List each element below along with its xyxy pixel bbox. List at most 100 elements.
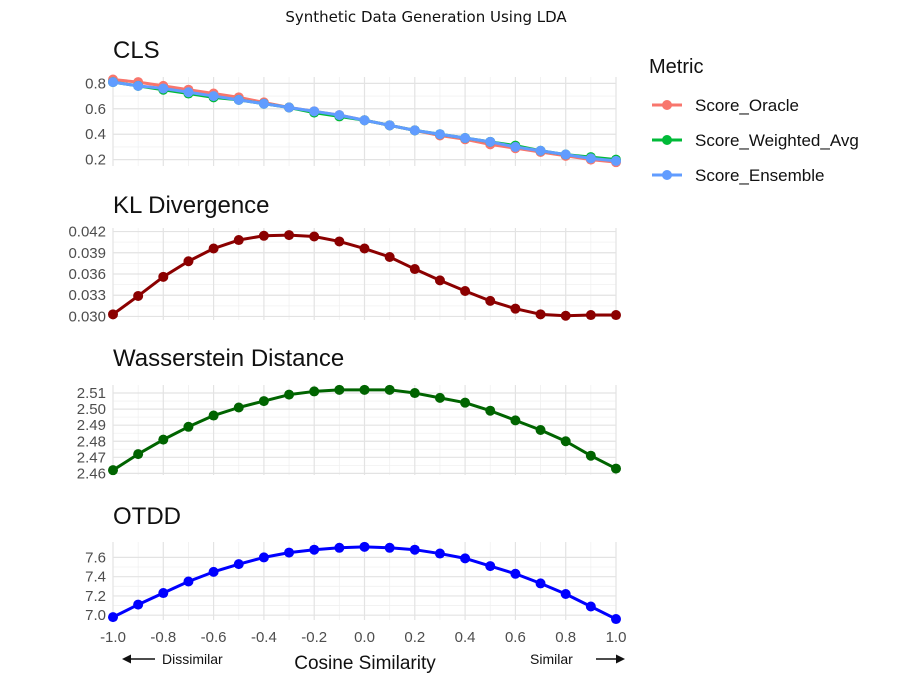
legend-entry: Score_Oracle xyxy=(652,96,799,115)
data-point xyxy=(359,115,370,126)
data-point xyxy=(158,271,169,282)
data-point xyxy=(460,397,471,408)
panel-2: Wasserstein Distance 2.462.472.482.492.50… xyxy=(77,345,621,482)
y-tick-label: 2.49 xyxy=(77,417,106,434)
data-point xyxy=(233,235,244,246)
data-point xyxy=(359,384,370,395)
similar-label: Similar xyxy=(530,651,573,667)
y-tick-label: 0.4 xyxy=(85,126,106,143)
data-point xyxy=(183,576,194,587)
data-point xyxy=(510,303,521,314)
data-point xyxy=(460,553,471,564)
data-point xyxy=(334,384,345,395)
data-point xyxy=(611,463,621,474)
data-point xyxy=(233,94,244,105)
data-point xyxy=(560,310,571,321)
data-point xyxy=(284,547,295,558)
data-point xyxy=(133,449,144,460)
data-point xyxy=(485,405,496,416)
data-point xyxy=(284,230,295,241)
data-point xyxy=(460,285,471,296)
data-point xyxy=(510,568,521,579)
data-point xyxy=(359,243,370,254)
data-point xyxy=(611,614,621,625)
panel-0: CLS 0.2 0.4 0.6 0.8 xyxy=(85,37,621,169)
data-point xyxy=(158,588,169,599)
data-point xyxy=(485,295,496,306)
data-point xyxy=(183,87,194,98)
x-tick-label: 1.0 xyxy=(606,629,627,646)
data-point xyxy=(334,236,345,247)
data-point xyxy=(585,450,596,461)
data-point xyxy=(309,386,320,397)
y-tick-label: 0.039 xyxy=(68,245,106,262)
x-tick-label: 0.6 xyxy=(505,629,526,646)
legend-title: Metric xyxy=(649,56,703,78)
x-tick-label: -0.4 xyxy=(251,629,277,646)
data-point xyxy=(158,83,169,94)
panel-1: KL Divergence 0.030 0.033 0.036 0.039 0.042 xyxy=(68,192,621,325)
data-point xyxy=(510,415,521,426)
data-point xyxy=(384,384,395,395)
data-point xyxy=(434,275,445,286)
data-point xyxy=(611,155,621,166)
y-tick-label: 2.50 xyxy=(77,401,106,418)
legend-entry: Score_Weighted_Avg xyxy=(652,131,859,150)
data-point xyxy=(133,599,144,610)
x-axis-label: Cosine Similarity xyxy=(294,653,436,674)
data-point xyxy=(585,153,596,164)
data-point xyxy=(359,541,370,552)
data-point xyxy=(409,125,420,136)
data-point xyxy=(409,544,420,555)
x-tick-label: -0.8 xyxy=(150,629,176,646)
data-point xyxy=(384,120,395,131)
data-point xyxy=(535,425,546,435)
x-tick-label: 0.4 xyxy=(455,629,476,646)
data-point xyxy=(108,612,118,623)
data-point xyxy=(535,578,546,589)
data-point xyxy=(284,102,295,113)
series-wasserstein-distance xyxy=(108,384,621,476)
data-point xyxy=(208,410,219,421)
legend-key-dot xyxy=(662,170,672,180)
data-point xyxy=(585,601,596,612)
data-point xyxy=(208,243,219,254)
data-point xyxy=(258,230,269,241)
data-point xyxy=(560,149,571,160)
y-tick-label: 0.042 xyxy=(68,224,106,241)
data-point xyxy=(208,566,219,577)
data-point xyxy=(183,421,194,432)
y-tick-label: 2.46 xyxy=(77,465,106,482)
panel-title: KL Divergence xyxy=(113,192,270,219)
series-kl-divergence xyxy=(108,230,621,321)
data-point xyxy=(334,110,345,121)
right-arrow-icon xyxy=(616,654,625,664)
data-point xyxy=(309,106,320,117)
data-point xyxy=(284,389,295,400)
data-point xyxy=(434,392,445,403)
data-point xyxy=(158,434,169,445)
data-point xyxy=(611,310,621,321)
data-point xyxy=(560,436,571,447)
y-tick-label: 7.2 xyxy=(85,588,106,605)
data-point xyxy=(485,561,496,572)
data-point xyxy=(460,133,471,144)
left-arrow-icon xyxy=(122,654,131,664)
y-tick-label: 0.030 xyxy=(68,308,106,325)
data-point xyxy=(208,91,219,102)
dissimilar-label: Dissimilar xyxy=(162,651,223,667)
chart-panels: CLS 0.2 0.4 0.6 0.8 KL Divergence 0.030 0.033 0.… xyxy=(68,37,621,624)
legend-key-dot xyxy=(662,100,672,110)
y-tick-label: 0.036 xyxy=(68,266,106,283)
data-point xyxy=(108,309,118,320)
data-point xyxy=(233,559,244,570)
y-tick-label: 7.4 xyxy=(85,569,106,586)
data-point xyxy=(108,77,118,88)
legend-label: Score_Weighted_Avg xyxy=(695,131,859,150)
x-tick-label: 0.2 xyxy=(404,629,425,646)
data-point xyxy=(183,256,194,267)
data-point xyxy=(258,396,269,407)
panel-title: OTDD xyxy=(113,503,181,530)
legend: Metric Score_Oracle Score_Weighted_Avg Scor… xyxy=(649,56,859,185)
data-point xyxy=(510,141,521,152)
